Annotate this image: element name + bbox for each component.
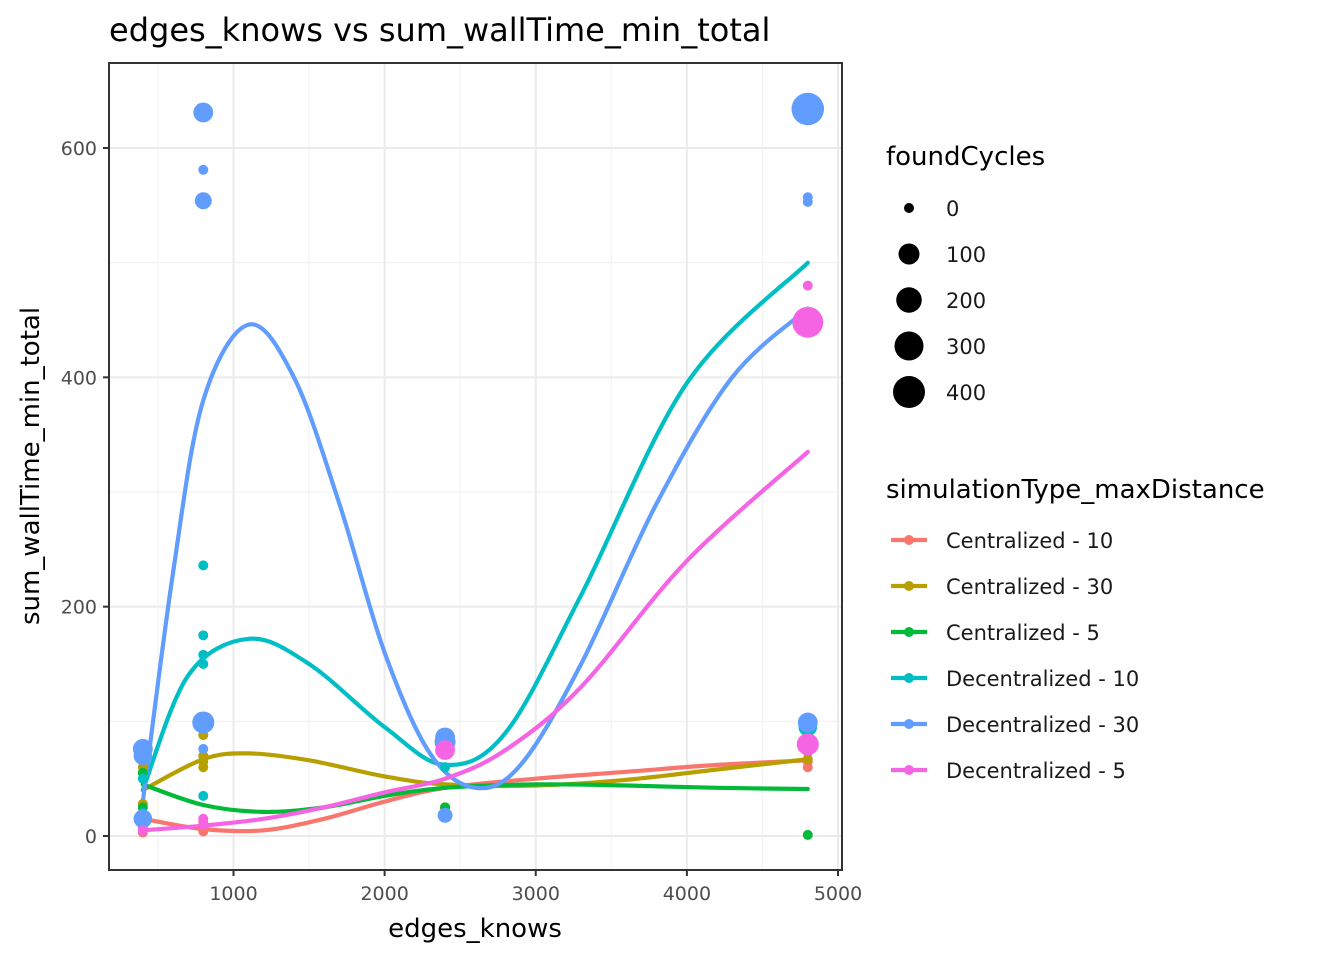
data-point <box>198 790 209 801</box>
size-legend-key <box>904 203 914 213</box>
x-tick-label: 3000 <box>512 883 560 905</box>
data-point <box>132 738 153 759</box>
data-point <box>198 560 209 571</box>
grid <box>109 63 842 870</box>
color-legend-label: Decentralized - 5 <box>946 759 1126 783</box>
color-legend-item-decentralized-30: Decentralized - 30 <box>891 713 1139 737</box>
data-point <box>194 192 212 210</box>
data-point <box>440 762 451 773</box>
x-axis: 1000 2000 3000 4000 5000 <box>209 870 862 905</box>
x-tick-label: 2000 <box>360 883 408 905</box>
legend-point-key <box>904 765 914 775</box>
data-point <box>198 743 209 754</box>
legend-point-key <box>904 581 914 591</box>
size-legend-label: 200 <box>946 289 986 313</box>
size-legend-key <box>898 243 920 265</box>
data-point <box>791 92 825 126</box>
y-axis: 0 200 400 600 <box>61 138 109 848</box>
size-legend-label: 300 <box>946 335 986 359</box>
data-point <box>198 659 209 669</box>
data-point <box>797 712 818 733</box>
smooth-line-decentralized-5 <box>140 449 810 833</box>
data-point <box>198 813 209 824</box>
data-point <box>802 192 813 203</box>
data-point <box>137 773 148 784</box>
smooth-line-decentralized-30 <box>140 306 810 804</box>
size-legend-key <box>896 287 922 313</box>
data-point <box>198 649 209 660</box>
data-point <box>137 825 148 836</box>
data-point <box>792 306 824 338</box>
data-point <box>192 711 215 734</box>
size-legend-key <box>893 376 925 408</box>
color-legend-item-centralized-5: Centralized - 5 <box>891 621 1100 645</box>
data-point <box>133 809 153 829</box>
color-legend-item-decentralized-10: Decentralized - 10 <box>891 667 1139 691</box>
x-axis-title: edges_knows <box>388 914 562 944</box>
size-legend-title: foundCycles <box>886 142 1045 172</box>
legend-point-key <box>904 673 914 683</box>
color-legend-label: Centralized - 5 <box>946 621 1100 645</box>
color-legend: simulationType_maxDistance Centralized -… <box>886 475 1265 783</box>
data-point <box>802 754 813 765</box>
data-point <box>796 733 819 756</box>
data-point <box>193 102 214 123</box>
data-point <box>198 630 209 641</box>
data-point <box>802 280 813 291</box>
y-tick-label: 600 <box>61 138 97 160</box>
color-legend-label: Centralized - 10 <box>946 529 1113 553</box>
y-axis-title: sum_wallTime_min_total <box>16 307 46 625</box>
y-tick-label: 0 <box>85 826 97 848</box>
smooth-line-centralized-5 <box>140 782 810 815</box>
size-legend: foundCycles 0 100 200 300 400 <box>886 142 1045 408</box>
data-point <box>198 750 209 761</box>
legend-point-key <box>904 627 914 637</box>
y-tick-label: 400 <box>61 367 97 389</box>
x-tick-label: 4000 <box>663 883 711 905</box>
color-legend-item-centralized-10: Centralized - 10 <box>891 529 1113 553</box>
color-legend-item-centralized-30: Centralized - 30 <box>891 575 1113 599</box>
plot-background <box>109 63 842 870</box>
data-point <box>802 829 813 840</box>
x-tick-label: 5000 <box>814 883 862 905</box>
legend-point-key <box>904 535 914 545</box>
color-legend-label: Decentralized - 10 <box>946 667 1139 691</box>
data-point <box>435 740 455 760</box>
chart-title: edges_knows vs sum_wallTime_min_total <box>109 11 770 49</box>
data-point <box>198 164 209 175</box>
color-legend-label: Centralized - 30 <box>946 575 1113 599</box>
color-legend-title: simulationType_maxDistance <box>886 475 1265 505</box>
size-legend-label: 100 <box>946 243 986 267</box>
y-tick-label: 200 <box>61 597 97 619</box>
data-point <box>437 807 453 823</box>
series-points-decentralized-5 <box>137 280 824 836</box>
size-legend-key <box>894 331 924 361</box>
size-legend-label: 400 <box>946 381 986 405</box>
x-tick-label: 1000 <box>209 883 257 905</box>
color-legend-item-decentralized-5: Decentralized - 5 <box>891 759 1126 783</box>
points <box>132 92 825 840</box>
smooth-line-centralized-30 <box>140 751 810 793</box>
size-legend-label: 0 <box>946 197 959 221</box>
plot-border <box>108 62 843 871</box>
legend-point-key <box>904 719 914 729</box>
color-legend-label: Decentralized - 30 <box>946 713 1139 737</box>
